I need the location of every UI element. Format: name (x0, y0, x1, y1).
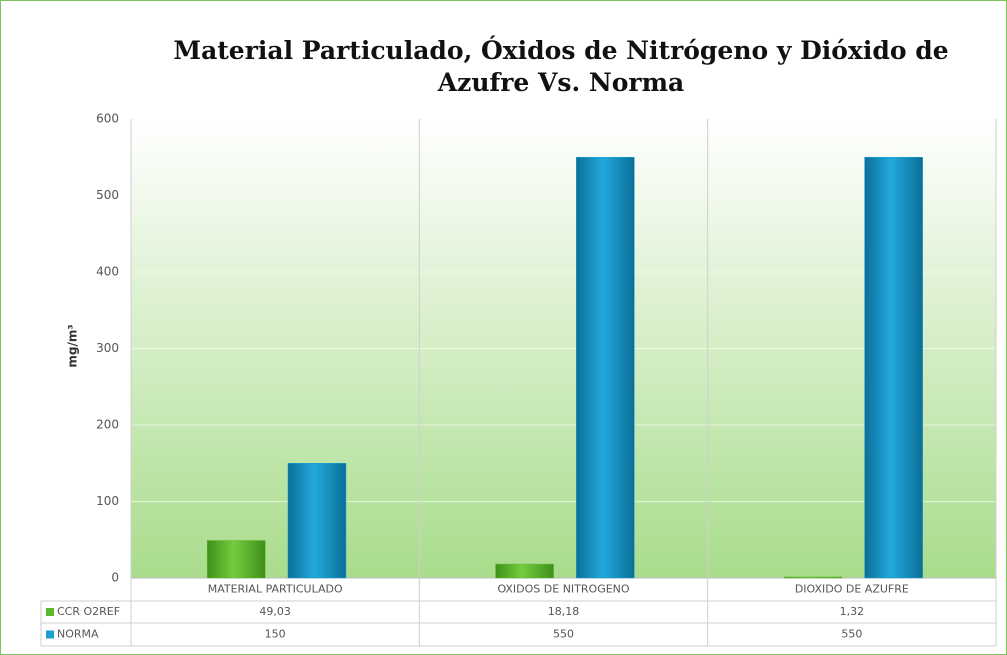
bar (287, 463, 347, 579)
legend-label: CCR O2REF (57, 605, 120, 618)
legend-label: NORMA (57, 628, 99, 641)
table-value: 18,18 (548, 605, 580, 618)
legend-key (46, 630, 54, 639)
bar (783, 576, 843, 579)
y-tick-label: 500 (96, 188, 119, 202)
bar (864, 157, 923, 579)
y-axis-label: mg/m³ (66, 324, 80, 367)
y-tick-label: 400 (96, 265, 119, 279)
table-value: 550 (841, 628, 862, 641)
table-category-label: DIOXIDO DE AZUFRE (795, 583, 909, 596)
y-tick-label: 600 (96, 112, 119, 126)
y-tick-label: 0 (111, 571, 119, 585)
y-tick-label: 300 (96, 341, 119, 355)
legend-key (46, 608, 54, 616)
table-value: 150 (265, 628, 286, 641)
table-value: 49,03 (259, 605, 291, 618)
bar (495, 563, 554, 579)
bar (206, 540, 266, 579)
bar (576, 157, 635, 579)
chart-title: Material Particulado, Óxidos de Nitrógen… (173, 36, 949, 97)
y-tick-label: 200 (96, 418, 119, 432)
table-value: 1,32 (840, 605, 865, 618)
table-category-label: MATERIAL PARTICULADO (208, 583, 343, 596)
table-category-label: OXIDOS DE NITROGENO (497, 583, 629, 596)
y-tick-label: 100 (96, 494, 119, 508)
table-value: 550 (553, 628, 574, 641)
